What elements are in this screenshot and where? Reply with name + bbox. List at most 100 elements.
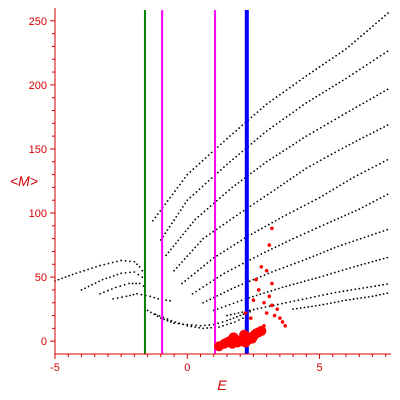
curve-9-dot [274,219,277,222]
curve-7-dot [379,92,382,95]
curve-0-dot [111,261,114,264]
curve-6-dot [282,118,285,121]
curve-4-dot [149,295,152,298]
curve-12-dot [236,300,239,303]
curve-9-dot [325,192,328,195]
curve-7-dot [189,224,192,227]
curve-11-dot [348,241,351,244]
curve-6-dot [170,222,173,225]
curve-5-dot [154,216,157,219]
red-points-layer [214,226,287,352]
curve-12-dot [240,299,243,302]
curve-5-dot [169,196,171,199]
curve-16-dot [314,304,317,307]
curve-0-dot [71,273,74,276]
curve-3-dot [140,293,143,296]
curve-6-dot [272,125,275,128]
curve-15-dot [230,322,232,325]
curve-0-dot [75,272,78,275]
curve-11-dot [337,245,339,248]
curve-6-dot [235,155,238,158]
curve-9-dot [240,239,243,242]
curve-0-dot [83,269,86,272]
curve-12-dot [277,287,280,290]
curve-7-dot [365,100,368,103]
curve-11-dot [234,286,236,289]
curve-11-dot [363,236,366,239]
curve-6-dot [312,97,314,100]
curve-8-dot [280,184,282,187]
curve-5-dot [335,54,338,57]
curve-7-dot [259,165,262,168]
curve-12-dot [345,268,348,271]
curve-8-dot [186,255,189,258]
curve-13-dot [293,300,296,302]
curve-7-dot [292,143,295,146]
curve-10-dot [267,249,270,252]
curve-16-dot [352,298,355,300]
curve-6-dot [198,188,201,191]
curve-11-dot [282,266,285,269]
curve-10-dot [292,237,295,240]
curve-9-dot [353,176,355,179]
curve-14-dot [226,319,228,322]
curve-8-dot [232,216,235,219]
curve-7-dot [177,239,180,242]
curve-5-dot [278,93,281,96]
curve-8-dot [199,240,202,243]
curve-15-dot [154,313,157,316]
curve-16-dot [360,297,363,299]
curve-10-dot [330,220,332,223]
curve-9-dot [209,259,212,262]
curve-9-dot [300,206,302,209]
curve-13-dot [260,306,263,309]
curve-10-dot [227,270,229,273]
curve-10-dot [372,200,375,203]
curve-6-dot [189,196,192,199]
curve-11-dot [352,240,355,243]
red-point-22 [262,300,266,305]
curve-10-dot [216,276,219,279]
curve-12-dot [300,281,302,284]
curve-9-dot [260,227,263,230]
curve-11-dot [267,272,270,275]
curve-13-dot [326,293,329,296]
curve-12-dot [364,262,366,265]
curve-7-dot [231,186,234,189]
curve-6-dot [379,54,382,57]
curve-16-dot [382,293,385,295]
curve-6-dot [226,163,228,166]
curve-11-dot [219,293,222,296]
curve-12-dot [296,282,299,285]
curve-6-dot [168,225,171,228]
curve-5-dot [298,79,301,82]
x-tick-label: 5 [317,362,323,374]
curve-12-dot [367,261,370,264]
curve-4-dot [165,299,168,302]
curve-9-dot [203,264,206,267]
curve-10-dot [347,212,350,215]
curve-10-dot [241,262,244,265]
curve-15-dot [210,326,212,329]
curve-14-dot [232,317,235,320]
curve-6-dot [376,57,379,59]
curve-6-dot [256,137,259,140]
curve-5-dot [292,84,295,87]
curve-7-dot [265,160,268,163]
curve-7-dot [278,152,281,155]
curve-7-dot [386,88,389,91]
curve-9-dot [267,223,270,226]
curve-5-dot [351,42,353,45]
curve-6-dot [383,52,385,55]
curve-4-dot [153,296,156,299]
curve-7-dot [305,135,308,138]
curve-12-dot [341,269,344,272]
curve-0-dot [61,277,63,280]
curve-6-dot [355,70,358,73]
curve-10-dot [375,199,378,201]
curve-7-dot [272,156,275,159]
curve-1-dot [129,271,131,274]
curve-1-dot [91,283,93,286]
curve-13-dot [281,302,283,305]
curve-6-dot [285,116,288,118]
